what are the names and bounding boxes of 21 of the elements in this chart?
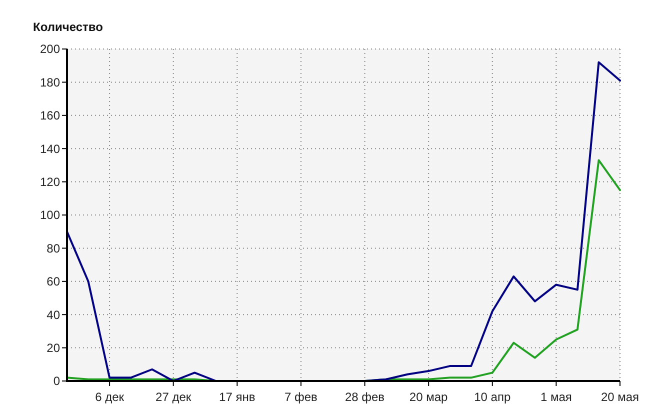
y-tick-label: 140 (40, 142, 60, 156)
x-tick-label: 27 дек (156, 390, 192, 404)
y-tick-label: 40 (46, 308, 60, 322)
y-tick-label: 200 (40, 42, 60, 56)
y-tick-label: 60 (46, 274, 60, 289)
x-tick-label: 10 апр (474, 390, 511, 404)
y-tick-label: 0 (53, 374, 60, 388)
x-tick-label: 20 мар (409, 390, 448, 404)
y-tick-label: 20 (46, 341, 60, 355)
y-tick-label: 80 (46, 241, 60, 256)
y-tick-label: 180 (40, 75, 60, 90)
x-tick-label: 20 мая (600, 390, 640, 404)
y-axis-title: Количество (33, 20, 103, 34)
x-tick-label: 28 фев (344, 390, 385, 404)
x-tick-label: 17 янв (219, 390, 256, 404)
x-tick-label: 6 дек (95, 390, 125, 404)
y-tick-label: 120 (40, 175, 60, 189)
x-tick-label: 1 мая (540, 390, 572, 404)
y-tick-label: 100 (40, 208, 60, 222)
y-tick-label: 160 (40, 108, 60, 123)
x-tick-label: 7 фев (284, 390, 318, 404)
